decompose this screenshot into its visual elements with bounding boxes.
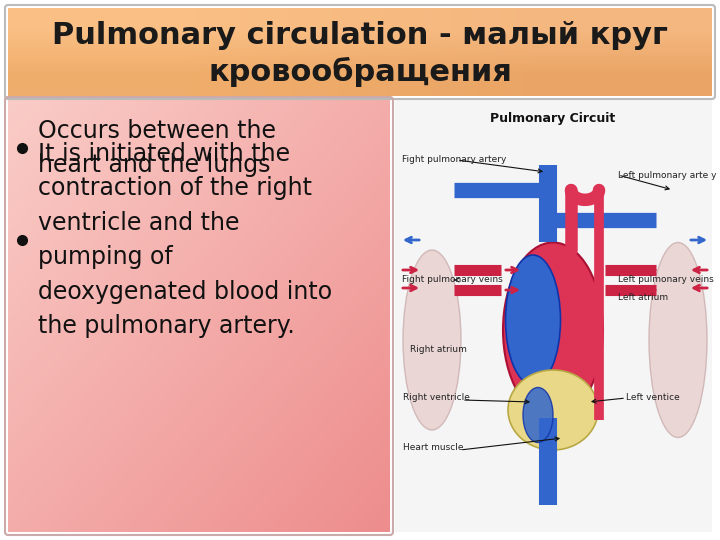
Text: Occurs between the
heart and the lungs: Occurs between the heart and the lungs: [38, 119, 276, 177]
Text: Fight pulmonary veins: Fight pulmonary veins: [402, 275, 503, 285]
FancyBboxPatch shape: [395, 100, 712, 532]
Text: Pulmonary Circuit: Pulmonary Circuit: [490, 112, 616, 125]
Text: кровообращения: кровообращения: [208, 57, 512, 87]
Text: Right ventricle: Right ventricle: [403, 394, 470, 402]
Ellipse shape: [505, 255, 560, 385]
Text: It is initiated with the
contraction of the right
ventricle and the
pumping of
d: It is initiated with the contraction of …: [38, 142, 332, 338]
Ellipse shape: [503, 242, 603, 417]
Text: Left atrium: Left atrium: [618, 293, 668, 301]
Ellipse shape: [649, 242, 707, 437]
Text: Fight pulmonary artery: Fight pulmonary artery: [402, 156, 506, 165]
Text: Left pulmonary veins: Left pulmonary veins: [618, 275, 714, 285]
Text: Pulmonary circulation - малый круг: Pulmonary circulation - малый круг: [52, 22, 668, 51]
Ellipse shape: [523, 388, 553, 442]
Text: Left ventice: Left ventice: [626, 394, 680, 402]
Ellipse shape: [403, 250, 461, 430]
Text: Left pulmonary arte y: Left pulmonary arte y: [618, 171, 716, 179]
Ellipse shape: [508, 370, 598, 450]
Text: Right atrium: Right atrium: [410, 346, 467, 354]
Text: Heart muscle: Heart muscle: [403, 443, 464, 453]
